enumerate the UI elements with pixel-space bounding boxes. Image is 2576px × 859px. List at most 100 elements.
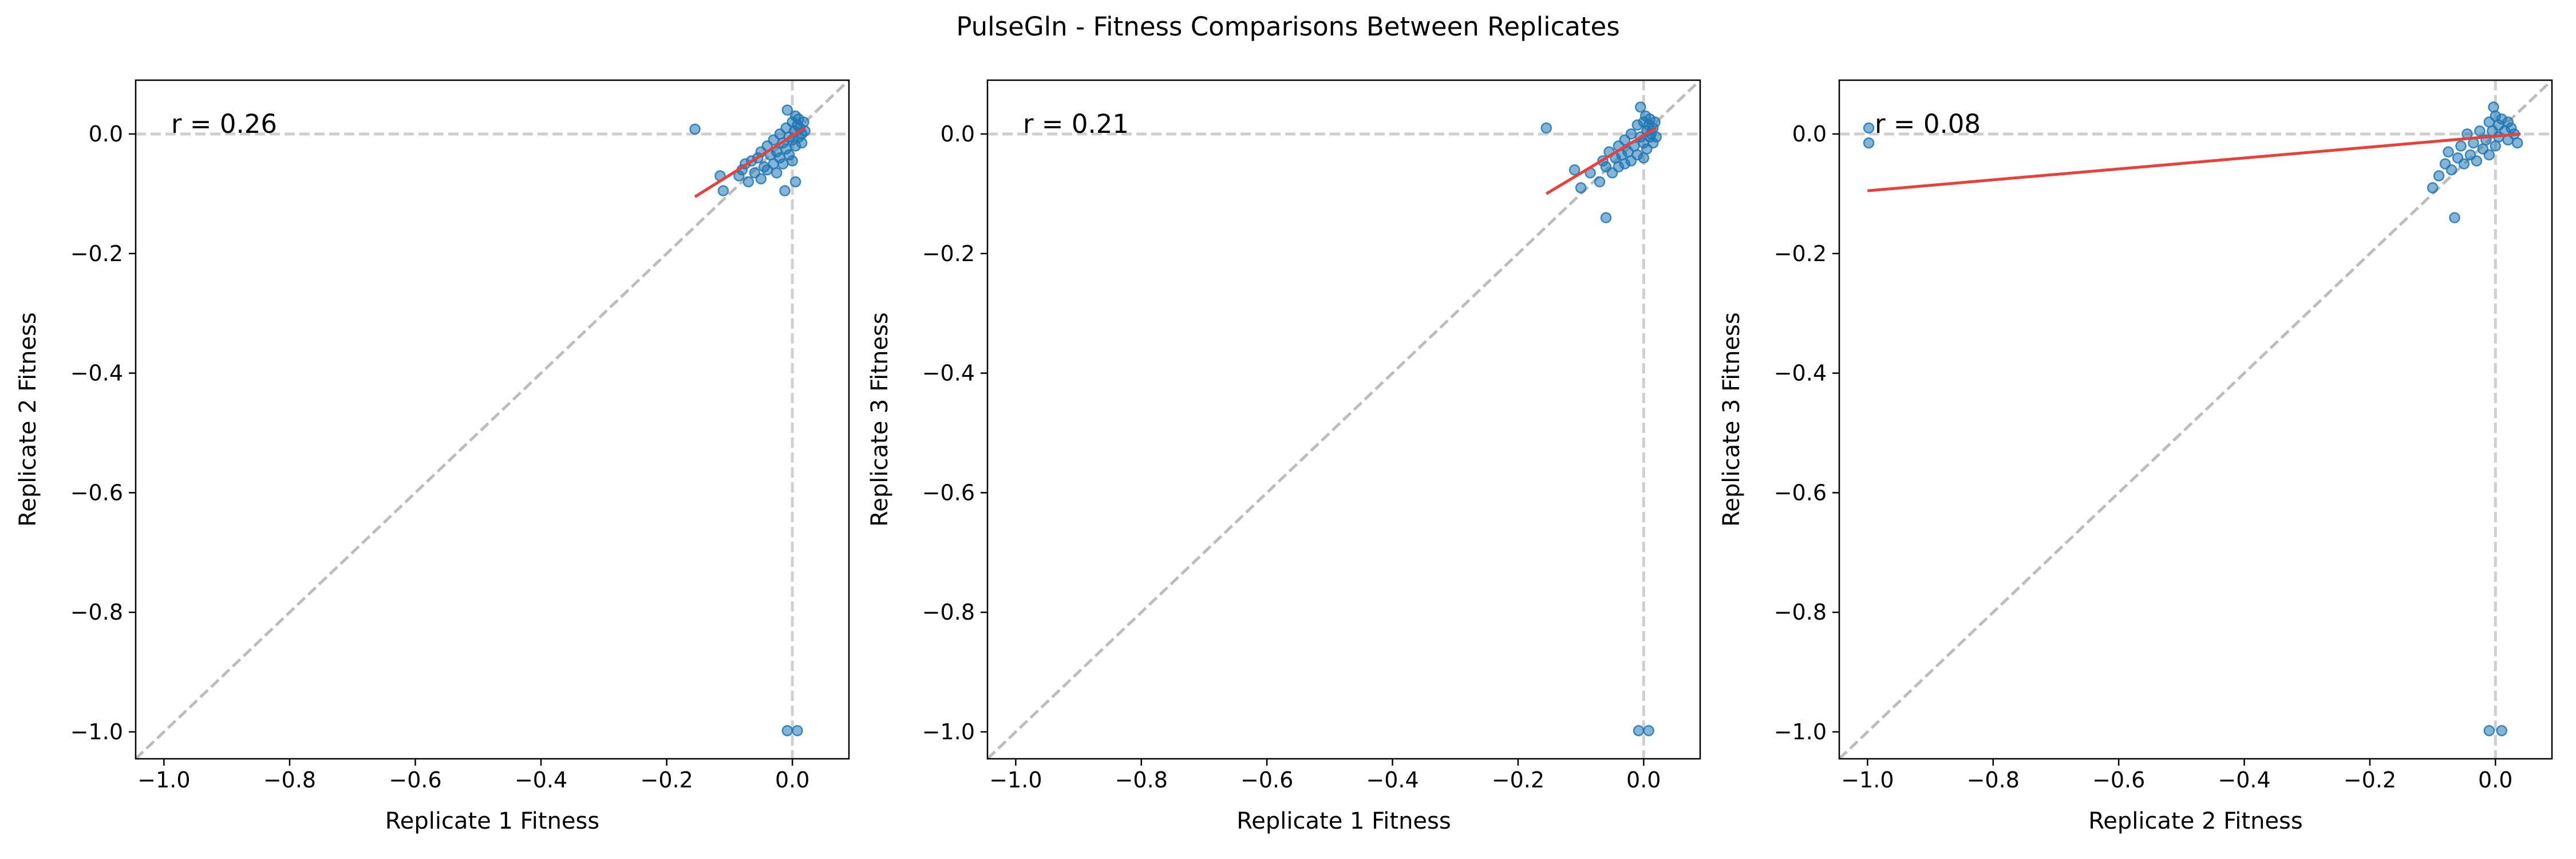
data-point bbox=[717, 185, 729, 196]
x-tick-label: −0.4 bbox=[2218, 767, 2270, 793]
data-point bbox=[796, 137, 808, 149]
y-tick-label: 0.0 bbox=[941, 121, 975, 147]
x-tick-label: −1.0 bbox=[137, 767, 190, 793]
data-point bbox=[1649, 116, 1661, 128]
data-point bbox=[1575, 182, 1587, 194]
data-point bbox=[2488, 101, 2499, 113]
data-point bbox=[2443, 146, 2454, 158]
y-tick-label: −1.0 bbox=[1774, 719, 1827, 744]
x-tick-label: −0.2 bbox=[1492, 767, 1544, 793]
data-point bbox=[689, 123, 701, 135]
x-tick-label: −0.2 bbox=[640, 767, 693, 793]
x-tick-label: −0.4 bbox=[515, 767, 567, 793]
x-tick-label: −0.8 bbox=[1967, 767, 2020, 793]
diagonal-reference-line bbox=[1839, 80, 2552, 759]
axes-frame bbox=[986, 79, 1701, 760]
scatter-panel-2: −1.0 −0.8 −0.6 −0.4 −0.2 0.0 −1.0 −0.8 −0.6 −0.4 −… bbox=[867, 79, 1701, 834]
data-point bbox=[2471, 155, 2483, 167]
regression-line bbox=[1867, 132, 2521, 192]
y-axis-label: Replicate 2 Fitness bbox=[15, 312, 41, 526]
data-point bbox=[2433, 170, 2445, 182]
x-tick-label: −0.8 bbox=[263, 767, 316, 793]
data-point bbox=[2458, 158, 2470, 170]
y-tick-label: 0.0 bbox=[89, 121, 123, 147]
y-tick-label: −0.8 bbox=[922, 600, 975, 625]
y-axis-label: Replicate 3 Fitness bbox=[1718, 312, 1745, 526]
data-point bbox=[787, 155, 798, 167]
x-tick-label: −1.0 bbox=[989, 767, 1042, 793]
correlation-annotation: r = 0.08 bbox=[1875, 109, 1981, 139]
plot-area bbox=[136, 80, 849, 759]
axes-frame bbox=[1838, 79, 2553, 760]
figure-title: PulseGln - Fitness Comparisons Between R… bbox=[956, 11, 1620, 42]
x-axis-label: Replicate 2 Fitness bbox=[2088, 808, 2302, 834]
regression-line bbox=[1545, 127, 1657, 195]
data-point bbox=[2511, 137, 2523, 149]
data-point bbox=[1625, 128, 1637, 140]
data-point bbox=[2445, 164, 2458, 176]
data-point bbox=[1635, 101, 1646, 113]
x-tick-label: −0.6 bbox=[1240, 767, 1293, 793]
correlation-annotation: r = 0.26 bbox=[171, 109, 277, 139]
data-point bbox=[1594, 176, 1606, 188]
y-tick-label: −0.6 bbox=[1774, 480, 1827, 505]
y-tick-label: −0.8 bbox=[1774, 600, 1827, 625]
diagonal-reference-line bbox=[987, 80, 1700, 759]
data-point bbox=[777, 158, 789, 170]
data-point bbox=[781, 104, 793, 116]
x-tick-label: −0.6 bbox=[2092, 767, 2145, 793]
scatter-panel-1: −1.0 −0.8 −0.6 −0.4 −0.2 0.0 −1.0 −0.8 −0.6 −0.4 −… bbox=[15, 79, 850, 834]
data-point bbox=[798, 116, 809, 128]
y-tick-label: −1.0 bbox=[70, 719, 123, 744]
y-tick-label: −0.2 bbox=[1774, 241, 1827, 266]
data-point bbox=[2474, 125, 2486, 137]
data-point bbox=[779, 185, 791, 196]
y-tick-label: −0.4 bbox=[70, 361, 123, 386]
x-tick-label: −0.8 bbox=[1115, 767, 1168, 793]
data-point bbox=[1863, 122, 1875, 134]
data-point bbox=[1568, 164, 1581, 176]
x-tick-label: 0.0 bbox=[1626, 767, 1661, 793]
y-tick-label: −0.4 bbox=[922, 361, 975, 386]
data-point bbox=[1540, 122, 1552, 134]
plot-area bbox=[987, 80, 1700, 759]
y-tick-label: −1.0 bbox=[922, 719, 975, 744]
x-tick-label: 0.0 bbox=[775, 767, 809, 793]
regression-line bbox=[694, 127, 806, 198]
data-point bbox=[1600, 212, 1612, 223]
data-point bbox=[1643, 725, 1654, 736]
data-point bbox=[771, 167, 783, 179]
y-tick-label: −0.4 bbox=[1774, 361, 1827, 386]
y-tick-label: −0.6 bbox=[922, 480, 975, 505]
y-tick-label: −0.6 bbox=[70, 480, 123, 505]
data-point bbox=[2483, 149, 2495, 161]
data-point bbox=[742, 176, 754, 188]
x-tick-label: 0.0 bbox=[2478, 767, 2512, 793]
data-point bbox=[1633, 725, 1645, 736]
data-point bbox=[1650, 131, 1662, 143]
x-tick-label: −0.6 bbox=[389, 767, 441, 793]
data-point bbox=[755, 173, 767, 185]
scatter-panel-3: −1.0 −0.8 −0.6 −0.4 −0.2 0.0 −1.0 −0.8 −0.6 −0.4 −… bbox=[1718, 79, 2553, 834]
data-point bbox=[2496, 725, 2507, 736]
y-tick-label: −0.8 bbox=[70, 600, 123, 625]
data-point bbox=[792, 725, 803, 736]
data-point bbox=[2427, 182, 2439, 194]
x-tick-label: −0.4 bbox=[1366, 767, 1419, 793]
y-tick-label: 0.0 bbox=[1792, 121, 1827, 147]
axes-frame bbox=[135, 79, 850, 760]
x-tick-label: −1.0 bbox=[1841, 767, 1894, 793]
data-point bbox=[781, 725, 793, 736]
data-point bbox=[2449, 212, 2460, 223]
diagonal-reference-line bbox=[136, 80, 849, 759]
data-point bbox=[789, 176, 801, 188]
x-axis-label: Replicate 1 Fitness bbox=[385, 808, 599, 834]
data-point bbox=[2455, 140, 2467, 152]
plot-area bbox=[1839, 80, 2552, 759]
y-axis-label: Replicate 3 Fitness bbox=[867, 312, 893, 526]
x-tick-label: −0.2 bbox=[2344, 767, 2396, 793]
data-point bbox=[1863, 137, 1875, 149]
y-tick-label: −0.2 bbox=[922, 241, 975, 266]
